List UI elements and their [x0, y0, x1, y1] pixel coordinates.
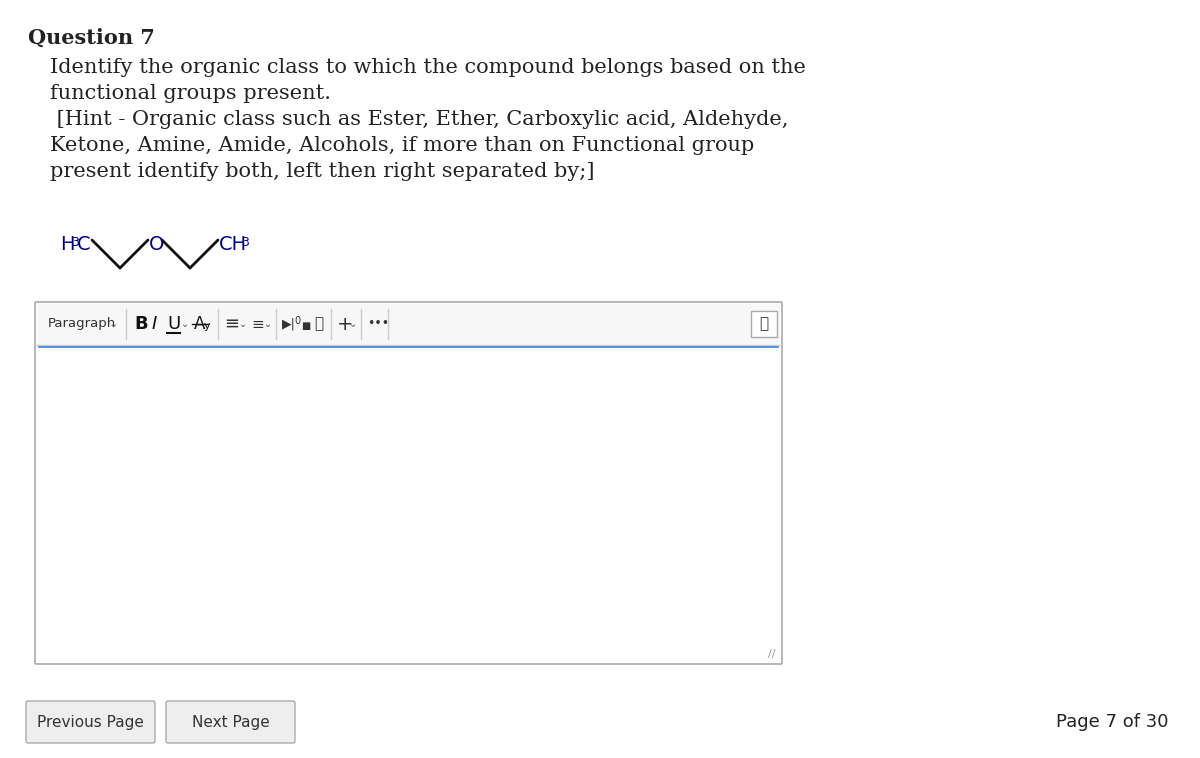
Text: 0: 0 — [294, 316, 300, 326]
Text: y: y — [204, 321, 211, 331]
Text: U: U — [167, 315, 180, 333]
Text: ≡: ≡ — [251, 317, 264, 331]
Text: ⌄: ⌄ — [109, 319, 119, 329]
Text: Previous Page: Previous Page — [37, 715, 144, 729]
Text: Ketone, Amine, Amide, Alcohols, if more than on Functional group: Ketone, Amine, Amide, Alcohols, if more … — [50, 136, 755, 155]
FancyBboxPatch shape — [166, 701, 295, 743]
Text: +: + — [337, 315, 354, 334]
Text: 3: 3 — [71, 236, 79, 249]
Text: 3: 3 — [241, 236, 248, 249]
Text: ▶|: ▶| — [282, 318, 296, 330]
Text: C: C — [77, 235, 91, 254]
Bar — [751, 311, 778, 337]
Text: O: O — [149, 235, 164, 254]
Text: Question 7: Question 7 — [28, 28, 155, 48]
Bar — [37, 304, 780, 345]
Text: ⌄: ⌄ — [239, 319, 247, 329]
Text: B: B — [134, 315, 148, 333]
Text: [Hint - Organic class such as Ester, Ether, Carboxylic acid, Aldehyde,: [Hint - Organic class such as Ester, Eth… — [50, 110, 788, 129]
Text: CH: CH — [220, 235, 247, 254]
Text: Next Page: Next Page — [192, 715, 269, 729]
Text: ⌄: ⌄ — [349, 319, 358, 329]
Text: functional groups present.: functional groups present. — [50, 84, 331, 103]
Text: ⌄: ⌄ — [181, 319, 190, 329]
Text: present identify both, left then right separated by;]: present identify both, left then right s… — [50, 162, 594, 181]
Text: Page 7 of 30: Page 7 of 30 — [1056, 713, 1168, 731]
Text: ■: ■ — [301, 321, 311, 331]
Text: Identify the organic class to which the compound belongs based on the: Identify the organic class to which the … — [50, 58, 806, 77]
Text: ≡: ≡ — [224, 315, 239, 333]
Text: 🔗: 🔗 — [314, 317, 323, 331]
Text: A: A — [194, 315, 205, 333]
FancyBboxPatch shape — [35, 302, 782, 664]
Text: Paragraph: Paragraph — [48, 318, 116, 330]
Text: •••: ••• — [367, 318, 389, 330]
Text: ⌄: ⌄ — [264, 319, 272, 329]
Text: I: I — [152, 315, 157, 333]
Text: H: H — [60, 235, 74, 254]
Text: //: // — [768, 649, 776, 659]
FancyBboxPatch shape — [26, 701, 155, 743]
Text: ⤢: ⤢ — [760, 317, 768, 331]
